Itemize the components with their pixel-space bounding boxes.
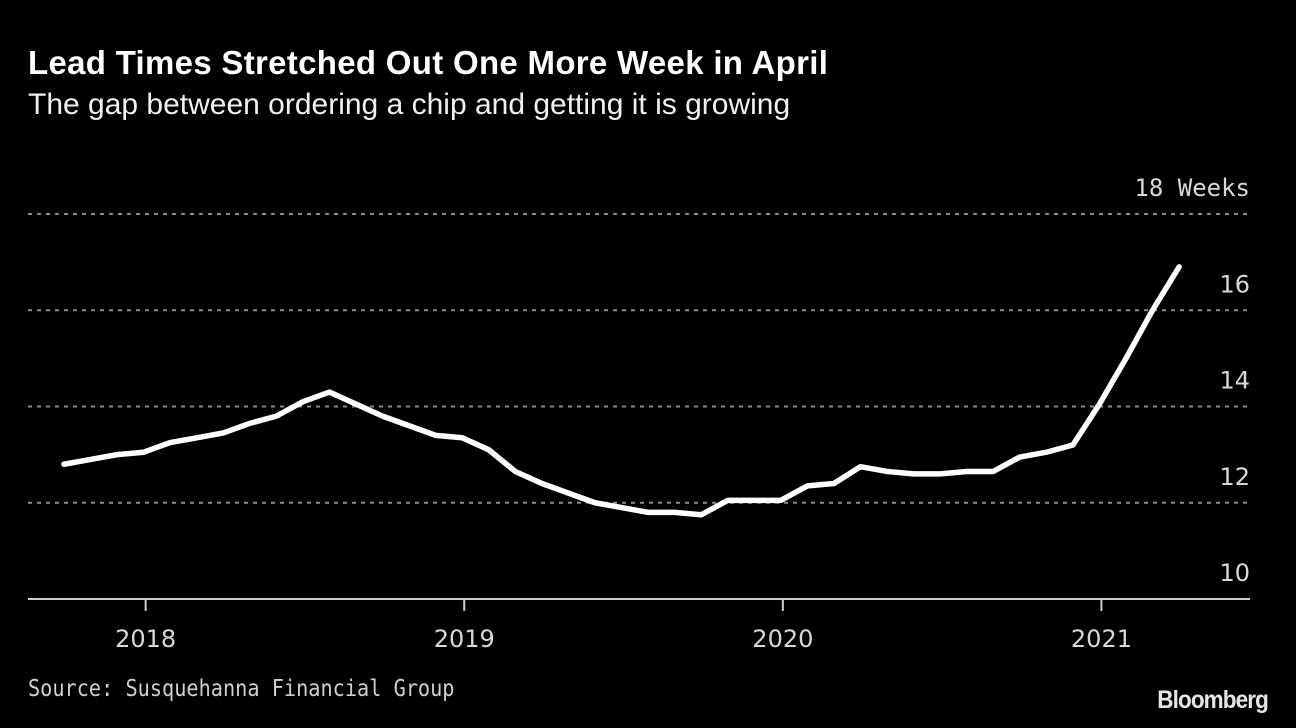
x-tick-label: 2019 xyxy=(434,625,495,653)
y-tick-label: 18 Weeks xyxy=(1134,174,1250,202)
x-tick-label: 2021 xyxy=(1071,625,1132,653)
x-tick-label: 2020 xyxy=(752,625,813,653)
y-tick-label: 14 xyxy=(1219,367,1250,395)
x-tick-label: 2018 xyxy=(115,625,176,653)
chart-title: Lead Times Stretched Out One More Week i… xyxy=(28,44,829,81)
bloomberg-logo: Bloomberg xyxy=(1157,686,1269,714)
y-tick-label: 16 xyxy=(1219,270,1250,298)
source-note: Source: Susquehanna Financial Group xyxy=(28,676,455,702)
series-line xyxy=(61,264,1182,518)
y-tick-label: 10 xyxy=(1219,559,1250,587)
y-tick-label: 12 xyxy=(1219,463,1250,491)
chart-subtitle: The gap between ordering a chip and gett… xyxy=(28,88,791,121)
